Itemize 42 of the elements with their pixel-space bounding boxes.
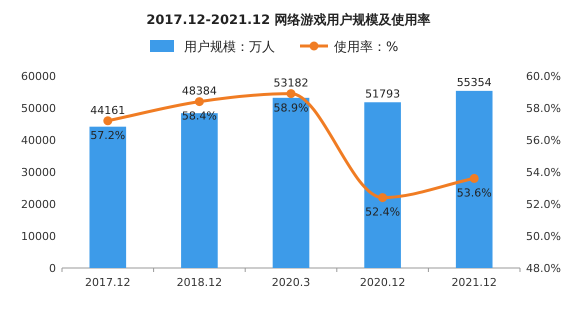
y2-tick-label: 54.0% [526,166,561,179]
data-label: 55354 [456,76,492,89]
data-label: 58.9% [274,102,308,115]
legend-label: 用户规模：万人 [184,40,275,55]
y-tick-label: 40000 [21,134,56,147]
legend-label: 使用率：% [334,39,398,55]
x-tick-label: 2020.12 [360,276,406,289]
bar [181,113,218,268]
point [194,97,204,106]
x-tick-label: 2021.12 [451,276,497,289]
data-label: 57.2% [90,128,126,142]
bar [364,102,401,268]
x-tick-label: 2020.3 [272,276,310,289]
bar [456,90,493,268]
data-label: 44161 [90,104,126,117]
bar [89,126,126,268]
y2-tick-label: 58.0% [526,102,561,115]
y2-tick-label: 52.0% [526,198,561,211]
y-tick-label: 50000 [21,102,56,115]
point [103,116,112,126]
y-tick-label: 20000 [21,198,56,211]
y2-tick-label: 48.0% [526,262,561,275]
data-label: 53.6% [456,186,492,200]
data-label: 52.4% [365,206,400,219]
chart-title: 2017.12-2021.12 网络游戏用户规模及使用率 [146,12,431,28]
data-label: 51793 [365,87,400,100]
y2-tick-label: 60.0% [526,70,561,83]
x-tick-label: 2017.12 [85,276,131,289]
point [286,89,296,98]
point [470,174,479,183]
bar [272,98,310,268]
x-tick-label: 2018.12 [176,276,222,289]
y-tick-label: 60000 [21,70,56,83]
data-label: 53182 [274,76,308,90]
y-tick-label: 10000 [21,230,56,243]
data-label: 48384 [182,84,217,98]
y2-tick-label: 56.0% [526,134,561,147]
y-tick-label: 30000 [21,166,56,179]
point [378,193,388,202]
data-label: 58.4% [182,110,217,123]
y2-tick-label: 50.0% [526,230,561,243]
y-tick-label: 0 [49,262,56,275]
